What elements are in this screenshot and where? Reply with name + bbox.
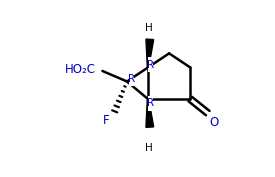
- Text: HO₂C: HO₂C: [65, 63, 96, 76]
- FancyBboxPatch shape: [103, 113, 109, 129]
- FancyBboxPatch shape: [148, 96, 153, 111]
- FancyBboxPatch shape: [211, 115, 216, 130]
- Text: R: R: [147, 98, 154, 109]
- Text: H: H: [145, 23, 153, 33]
- FancyBboxPatch shape: [129, 71, 134, 86]
- Polygon shape: [146, 99, 154, 127]
- FancyBboxPatch shape: [70, 62, 91, 77]
- Text: R: R: [147, 60, 154, 70]
- FancyBboxPatch shape: [146, 141, 152, 156]
- Text: H: H: [145, 143, 153, 153]
- FancyBboxPatch shape: [146, 21, 152, 35]
- Text: R: R: [128, 74, 135, 84]
- Text: F: F: [103, 115, 109, 127]
- FancyBboxPatch shape: [148, 57, 153, 72]
- Polygon shape: [146, 39, 154, 67]
- Text: O: O: [209, 116, 219, 129]
